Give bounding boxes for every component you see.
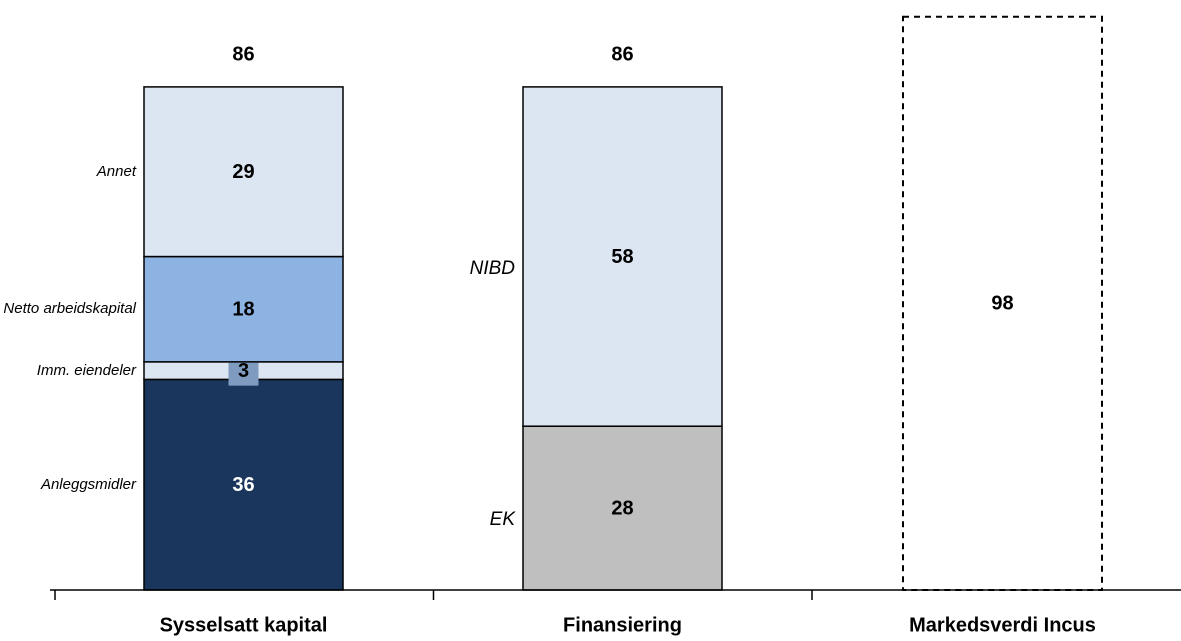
value-label: 29 (232, 161, 254, 183)
x-tick-label: Sysselsatt kapital (160, 614, 328, 636)
series-label: NIBD (469, 257, 515, 279)
series-label: Annet (96, 162, 136, 180)
x-tick-label: Markedsverdi Incus (909, 614, 1096, 636)
series-label: Imm. eiendeler (36, 361, 136, 379)
bar-segment (143, 255, 344, 363)
x-tick-label: Finansiering (563, 614, 682, 636)
bar-segment (143, 378, 344, 591)
value-label: 3 (238, 360, 249, 382)
value-label: 58 (611, 246, 633, 268)
value-label: 98 (991, 293, 1013, 315)
bar-segment (522, 86, 723, 427)
total-label: 86 (611, 43, 633, 65)
value-label: 36 (232, 474, 254, 496)
bar-segment (143, 86, 344, 258)
series-label: EK (489, 509, 515, 531)
series-label: Anleggsmidler (40, 475, 136, 493)
series-label: Netto arbeidskapital (3, 300, 136, 318)
value-label: 28 (611, 497, 633, 519)
total-label: 86 (232, 43, 254, 65)
value-label: 18 (232, 298, 254, 320)
